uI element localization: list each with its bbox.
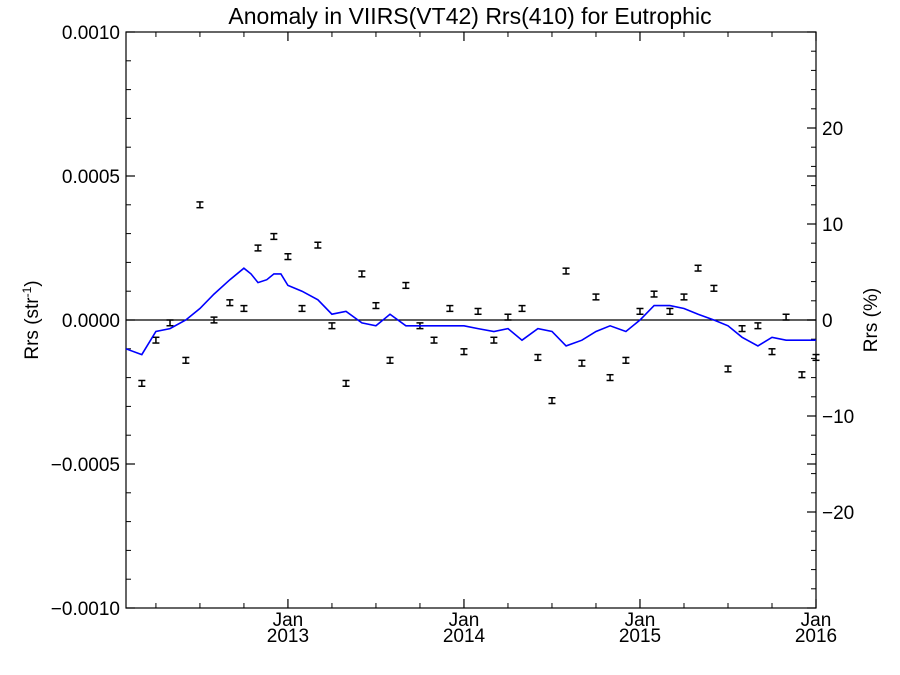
y2-tick-label-4: 20 xyxy=(822,119,843,140)
errorbar-point xyxy=(490,336,498,344)
y2-tick-label-0: −20 xyxy=(822,503,854,524)
errorbar-point xyxy=(460,348,468,356)
x-tick-year-1: 2014 xyxy=(443,626,486,647)
x-tick-month-0: Jan xyxy=(273,610,304,631)
x-tick-month-2: Jan xyxy=(625,610,656,631)
y2-tick-label-1: −10 xyxy=(822,407,854,428)
errorbar-point xyxy=(754,322,762,330)
errorbar-point xyxy=(254,244,262,252)
y-axis-left: −0.0010 −0.0005 0.0000 0.0005 0.0010 xyxy=(51,23,816,620)
errorbar-point xyxy=(152,336,160,344)
errorbar-point xyxy=(606,373,614,382)
errorbar-point xyxy=(680,293,688,301)
chart-title: Anomaly in VIIRS(VT42) Rrs(410) for Eutr… xyxy=(228,3,711,29)
errorbar-point xyxy=(798,371,806,379)
y-axis-label: Rrs (str-1) xyxy=(20,280,43,359)
y-tick-label-3: 0.0005 xyxy=(62,167,120,188)
errorbar-point xyxy=(592,293,600,301)
errorbar-point xyxy=(166,319,174,327)
errorbar-point xyxy=(738,325,746,333)
errorbar-point xyxy=(474,307,482,315)
y-tick-label-4: 0.0010 xyxy=(62,23,120,44)
y2-tick-label-2: 0 xyxy=(822,311,833,332)
errorbar-point xyxy=(372,301,380,310)
y-axis-label-sup: -1 xyxy=(20,286,34,297)
errorbar-point xyxy=(578,359,586,367)
x-tick-month-1: Jan xyxy=(449,610,480,631)
errorbar-point xyxy=(534,353,542,362)
errorbar-point xyxy=(504,313,512,321)
errorbar-point xyxy=(622,356,630,364)
y-axis-label-close: ) xyxy=(22,280,43,286)
y-axis-label-text: Rrs (str xyxy=(22,297,43,360)
errorbar-point xyxy=(298,304,306,313)
errorbar-point xyxy=(812,353,820,362)
errorbar-point xyxy=(562,267,570,275)
errorbar-point xyxy=(342,379,350,387)
errorbar-point xyxy=(650,290,658,298)
errorbar-point xyxy=(138,379,146,387)
errorbar-point xyxy=(724,365,732,373)
errorbar-point xyxy=(446,304,454,313)
series-smoothed-line xyxy=(125,267,816,356)
x-tick-month-3: Jan xyxy=(801,610,832,631)
errorbar-point xyxy=(270,232,278,241)
errorbar-point xyxy=(710,284,718,292)
x-tick-year-3: 2016 xyxy=(795,626,837,647)
errorbar-point xyxy=(694,264,702,272)
y-tick-label-0: −0.0010 xyxy=(51,599,120,620)
errorbar-point xyxy=(196,201,204,209)
y2-axis-label: Rrs (%) xyxy=(861,288,882,352)
errorbar-point xyxy=(782,313,790,321)
errorbar-point xyxy=(386,356,394,364)
x-tick-year-0: 2013 xyxy=(267,626,309,647)
errorbar-point xyxy=(210,316,218,324)
errorbar-point xyxy=(284,253,292,261)
errorbar-point xyxy=(314,241,322,249)
errorbar-point xyxy=(328,322,336,330)
y-tick-label-2: 0.0000 xyxy=(62,311,120,332)
errorbar-point xyxy=(768,348,776,356)
errorbar-point xyxy=(548,397,556,405)
errorbar-point xyxy=(358,270,366,278)
errorbar-point xyxy=(518,304,526,313)
x-tick-year-2: 2015 xyxy=(619,626,661,647)
errorbar-point xyxy=(430,336,438,344)
errorbar-point xyxy=(636,307,644,315)
errorbar-point xyxy=(226,299,234,307)
errorbar-point xyxy=(402,281,410,290)
errorbar-point xyxy=(666,307,674,315)
y2-tick-label-3: 10 xyxy=(822,215,843,236)
errorbar-point xyxy=(182,356,190,364)
errorbar-point xyxy=(240,304,248,313)
y-tick-label-1: −0.0005 xyxy=(51,455,120,476)
y-axis-right: −20 −10 0 10 20 xyxy=(807,50,854,590)
series-monthly-anomaly xyxy=(138,201,820,405)
